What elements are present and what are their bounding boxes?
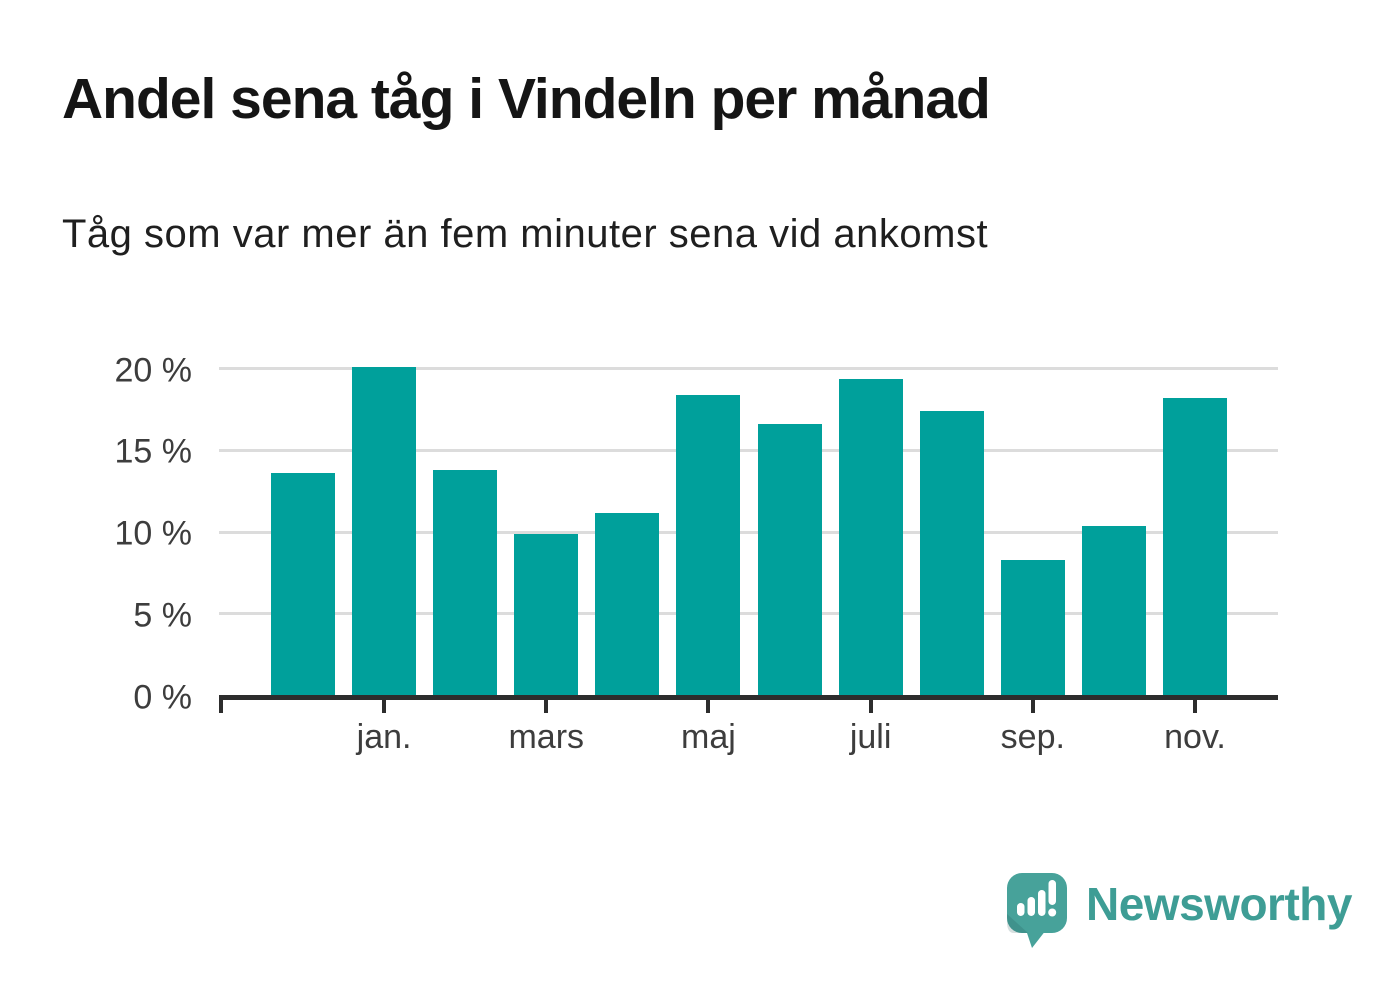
x-tick-maj <box>706 699 711 713</box>
y-axis-label-10: 10 % <box>114 514 193 553</box>
x-tick-sep <box>1030 699 1035 713</box>
gridline-5-percent <box>219 612 1278 616</box>
bar-aug <box>919 411 984 696</box>
x-axis-label-nov: nov. <box>1164 718 1226 756</box>
bar-okt <box>1081 525 1146 696</box>
x-axis-label-juli: juli <box>849 718 892 756</box>
gridline-10-percent <box>219 530 1278 534</box>
x-tick-nov <box>1193 699 1197 713</box>
x-axis-label-jan: jan. <box>356 718 412 756</box>
bar-feb <box>433 470 498 696</box>
newsworthy-logo: Newsworthy <box>1006 872 1352 952</box>
bar-juni <box>757 424 822 696</box>
x-axis-label-maj: maj <box>681 718 736 756</box>
y-axis-label-0: 0 % <box>133 678 192 716</box>
chart-title: Andel sena tåg i Vindeln per månad <box>62 67 991 131</box>
gridline-15-percent <box>219 448 1278 452</box>
bar-nov <box>1163 398 1227 696</box>
bar-dec <box>271 473 335 696</box>
x-tick-mars <box>544 699 549 713</box>
bar-juli <box>838 378 903 696</box>
y-axis-label-15: 15 % <box>114 432 193 471</box>
x-axis-label-mars: mars <box>508 718 585 756</box>
bar-jan <box>352 367 417 696</box>
bar-sep <box>1000 559 1065 696</box>
x-tick-jan <box>382 699 387 713</box>
gridline-20-percent <box>219 367 1278 371</box>
x-axis-line <box>219 695 1278 700</box>
bar-apr <box>595 512 660 696</box>
bar-mars <box>514 533 579 696</box>
y-axis-label-5: 5 % <box>133 596 192 635</box>
bar-maj <box>676 394 741 696</box>
newsworthy-logo-icon <box>1007 873 1067 948</box>
x-axis-label-sep: sep. <box>1000 718 1065 756</box>
y-axis-label-20: 20 % <box>114 351 193 390</box>
x-tick-juli <box>868 699 873 713</box>
chart-subtitle: Tåg som var mer än fem minuter sena vid … <box>62 212 989 256</box>
newsworthy-logo-text: Newsworthy <box>1086 878 1352 930</box>
x-axis-edge-tick <box>219 699 223 713</box>
